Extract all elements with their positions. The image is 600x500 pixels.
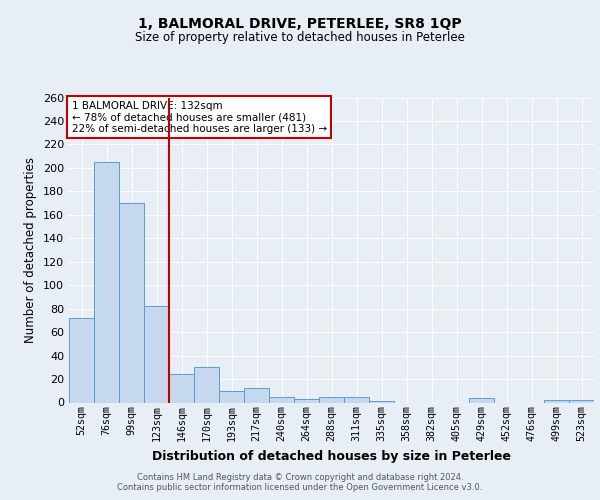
Bar: [69, 318, 94, 402]
Text: Size of property relative to detached houses in Peterlee: Size of property relative to detached ho…: [135, 31, 465, 44]
Text: 1 BALMORAL DRIVE: 132sqm
← 78% of detached houses are smaller (481)
22% of semi-: 1 BALMORAL DRIVE: 132sqm ← 78% of detach…: [71, 100, 327, 134]
Bar: [319, 396, 344, 402]
Text: Contains HM Land Registry data © Crown copyright and database right 2024.: Contains HM Land Registry data © Crown c…: [137, 472, 463, 482]
Bar: [94, 162, 119, 402]
Bar: [194, 368, 219, 402]
Bar: [469, 398, 494, 402]
Bar: [169, 374, 194, 402]
Bar: [244, 388, 269, 402]
Bar: [344, 396, 369, 402]
Text: Contains public sector information licensed under the Open Government Licence v3: Contains public sector information licen…: [118, 484, 482, 492]
Text: 1, BALMORAL DRIVE, PETERLEE, SR8 1QP: 1, BALMORAL DRIVE, PETERLEE, SR8 1QP: [138, 18, 462, 32]
Bar: [119, 203, 144, 402]
Bar: [219, 391, 244, 402]
Y-axis label: Number of detached properties: Number of detached properties: [25, 157, 37, 343]
Bar: [294, 399, 319, 402]
X-axis label: Distribution of detached houses by size in Peterlee: Distribution of detached houses by size …: [152, 450, 511, 462]
Bar: [269, 396, 294, 402]
Bar: [544, 400, 569, 402]
Bar: [144, 306, 169, 402]
Bar: [569, 400, 594, 402]
